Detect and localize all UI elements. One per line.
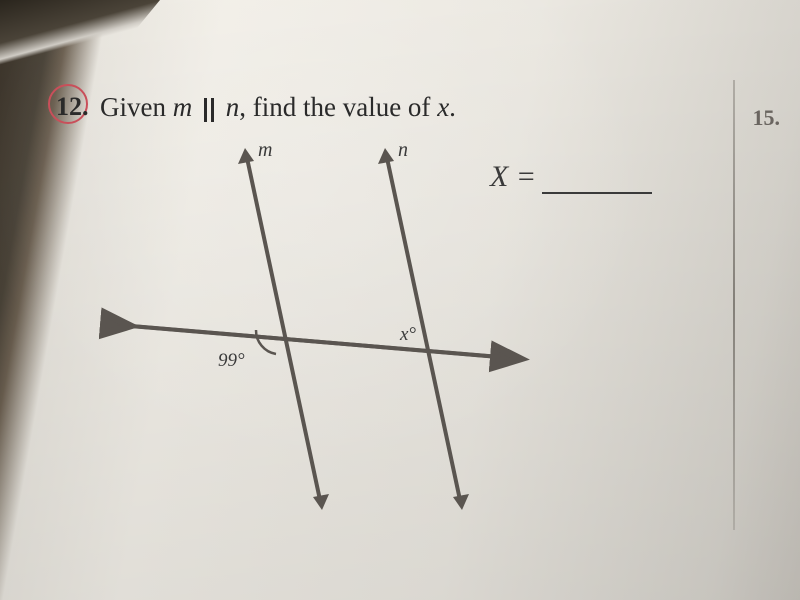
line-n-arrow-top [378,148,394,164]
angle-99-arc [256,330,276,354]
line-m [247,158,320,500]
text-find: , find the value of [239,92,437,122]
parallel-symbol [201,98,217,122]
text-given: Given [100,92,173,122]
answer-underline [542,192,652,194]
line-m-label: m [258,139,272,161]
transversal-arrow-left [106,318,121,331]
problem-statement: Given m n, find the value of x. [100,92,456,123]
line-m-arrow-top [238,148,254,164]
angle-99-label: 99° [218,350,245,371]
variable-x: x [437,92,449,122]
next-problem-number: 15. [753,105,781,131]
line-n-arrow-bottom [453,494,469,510]
geometry-diagram: m n 99° x° [90,130,530,530]
line-n-label: n [398,139,408,161]
line-m-symbol: m [173,92,193,122]
text-period: . [449,92,456,122]
line-n [387,158,460,500]
page-corner-fold [0,0,160,65]
problem-number: 12. [56,92,89,122]
column-divider [733,80,735,530]
line-m-arrow-bottom [313,494,329,510]
transversal-line-body [130,326,500,357]
angle-x-label: x° [399,324,416,345]
line-n-symbol: n [226,92,240,122]
